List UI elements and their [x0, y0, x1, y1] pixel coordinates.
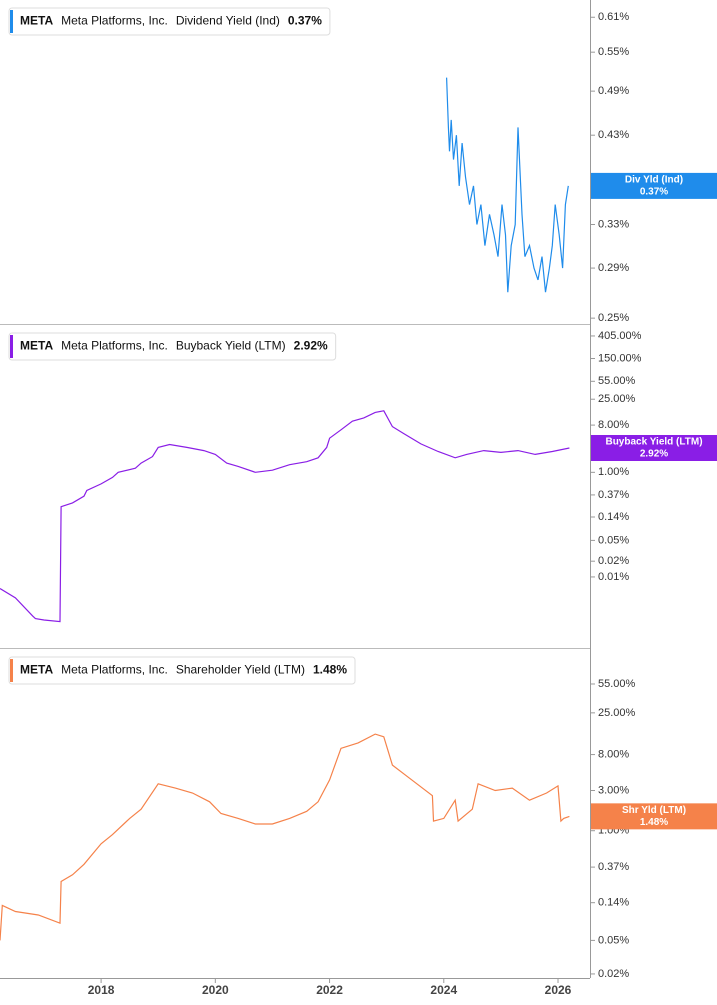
legend-ticker: META	[20, 663, 53, 677]
y-tick-label: 3.00%	[598, 784, 629, 796]
y-tick-label: 405.00%	[598, 330, 642, 342]
badge-name: Shr Yld (LTM)	[622, 805, 686, 816]
x-tick-label: 2024	[430, 983, 457, 997]
badge-value: 2.92%	[640, 449, 668, 460]
y-tick-label: 0.61%	[598, 11, 629, 23]
y-tick-label: 0.25%	[598, 312, 629, 324]
y-tick-label: 8.00%	[598, 748, 629, 760]
series-line	[446, 77, 569, 293]
y-tick-label: 0.05%	[598, 934, 629, 946]
series-line	[0, 410, 570, 623]
legend-series-name: Shareholder Yield (LTM)	[176, 663, 305, 677]
y-tick-label: 55.00%	[598, 375, 636, 387]
y-tick-label: 0.55%	[598, 46, 629, 58]
x-tick-label: 2020	[202, 983, 229, 997]
last-value-badge	[591, 172, 717, 199]
last-value-badge	[591, 803, 717, 830]
legend: META Meta Platforms, Inc. Dividend Yield (…	[8, 7, 331, 36]
badge-value: 0.37%	[640, 187, 668, 198]
badge-name: Buyback Yield (LTM)	[605, 437, 702, 448]
last-value-badge	[591, 434, 717, 461]
y-tick-label: 8.00%	[598, 419, 629, 431]
y-tick-label: 0.37%	[598, 861, 629, 873]
legend-color	[10, 10, 13, 33]
y-tick-label: 0.02%	[598, 968, 629, 980]
y-tick-label: 150.00%	[598, 352, 642, 364]
y-tick-label: 25.00%	[598, 393, 636, 405]
legend-color	[10, 335, 13, 358]
y-tick-label: 0.37%	[598, 489, 629, 501]
badge-name: Div Yld (Ind)	[625, 175, 683, 186]
legend-company: Meta Platforms, Inc.	[61, 14, 168, 28]
y-tick-label: 1.00%	[598, 466, 629, 478]
series-line	[0, 733, 570, 941]
legend-value: 2.92%	[294, 339, 328, 353]
legend-box	[8, 332, 337, 361]
legend-box	[8, 7, 331, 36]
y-tick-label: 0.02%	[598, 555, 629, 567]
y-tick-label: 25.00%	[598, 707, 636, 719]
legend-ticker: META	[20, 14, 53, 28]
y-tick-label: 0.01%	[598, 571, 629, 583]
legend-series-name: Buyback Yield (LTM)	[176, 339, 286, 353]
legend-ticker: META	[20, 339, 53, 353]
badge-value: 1.48%	[640, 817, 668, 828]
legend-company: Meta Platforms, Inc.	[61, 663, 168, 677]
y-tick-label: 0.43%	[598, 129, 629, 141]
legend: META Meta Platforms, Inc. Shareholder Yiel…	[8, 656, 356, 685]
y-tick-label: 0.29%	[598, 262, 629, 274]
y-tick-label: 55.00%	[598, 678, 636, 690]
y-tick-label: 0.14%	[598, 511, 629, 523]
x-tick-label: 2026	[545, 983, 572, 997]
y-tick-label: 0.49%	[598, 85, 629, 97]
legend-series-name: Dividend Yield (Ind)	[176, 14, 280, 28]
legend-company: Meta Platforms, Inc.	[61, 339, 168, 353]
legend-value: 1.48%	[313, 663, 347, 677]
y-tick-label: 0.14%	[598, 897, 629, 909]
legend-box	[8, 656, 356, 685]
legend-color	[10, 659, 13, 682]
legend: META Meta Platforms, Inc. Buyback Yield (L…	[8, 332, 337, 361]
x-tick-label: 2022	[316, 983, 343, 997]
legend-value: 0.37%	[288, 14, 322, 28]
y-tick-label: 0.05%	[598, 534, 629, 546]
x-tick-label: 2018	[88, 983, 115, 997]
y-tick-label: 0.33%	[598, 218, 629, 230]
